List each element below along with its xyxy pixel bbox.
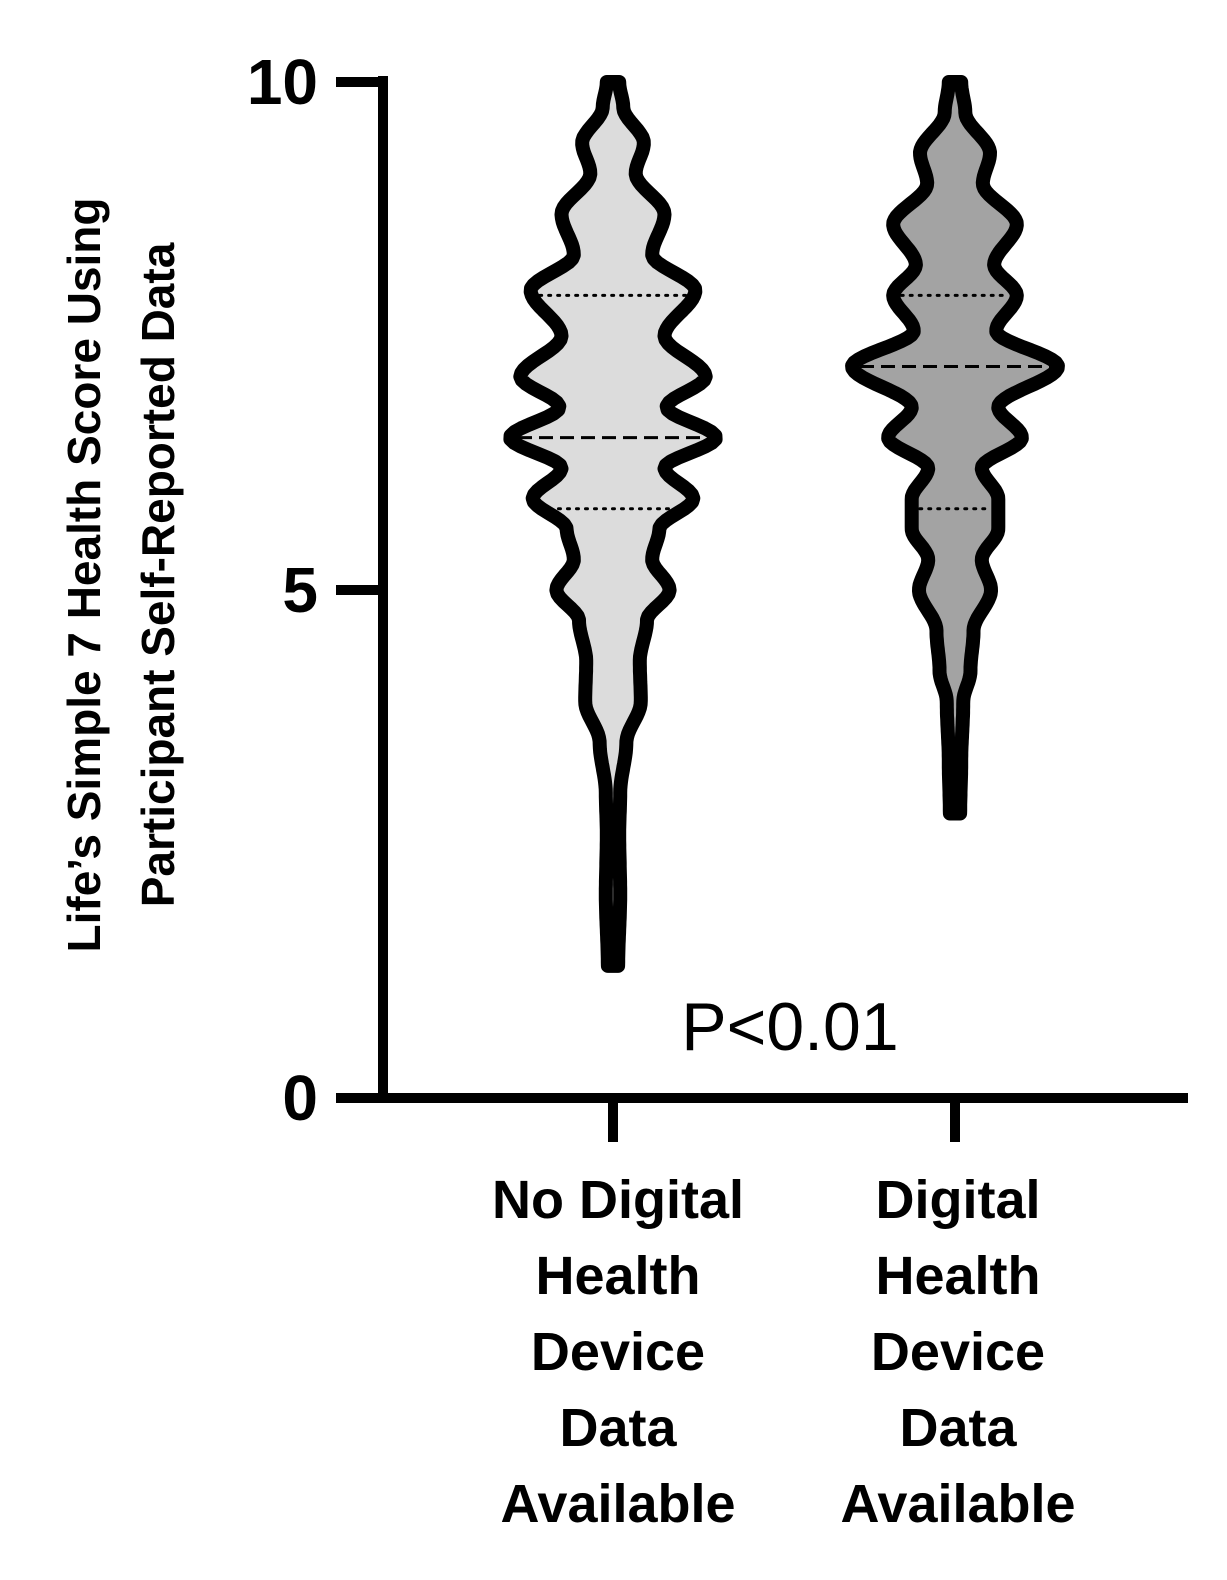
- y-tick-label-0: 0: [282, 1062, 318, 1134]
- y-tick-label-10: 10: [247, 46, 318, 118]
- category-label-2-line-4: Data: [899, 1398, 1017, 1458]
- category-label-2-line-5: Available: [840, 1474, 1075, 1534]
- category-label-2-line-3: Device: [871, 1322, 1045, 1382]
- category-labels-group: No DigitalHealthDeviceDataAvailableDigit…: [492, 1170, 1076, 1534]
- category-label-2: Digital Health Device Data Available: [840, 1170, 1075, 1534]
- category-label-1-line-1: No Digital: [492, 1170, 744, 1230]
- violin-2: [845, 75, 1065, 821]
- violin-body-2: [845, 75, 1065, 821]
- y-axis-title-line-2: Participant Self-Reported Data: [132, 242, 184, 907]
- y-axis-title-line-1: Life’s Simple 7 Health Score Using: [58, 198, 110, 953]
- violin-body-1: [503, 75, 723, 973]
- p-value-annotation: P<0.01: [681, 989, 898, 1065]
- x-ticks-group: [608, 1098, 960, 1142]
- category-label-1-line-4: Data: [559, 1398, 677, 1458]
- y-ticks-group: 0 5 10: [247, 46, 383, 1134]
- violin-1: [503, 75, 723, 973]
- category-label-2-line-2: Health: [875, 1246, 1040, 1306]
- category-label-1-line-3: Device: [531, 1322, 705, 1382]
- category-label-1-line-5: Available: [500, 1474, 735, 1534]
- category-label-1: No Digital Health Device Data Available: [492, 1170, 744, 1534]
- category-label-2-line-1: Digital: [875, 1170, 1040, 1230]
- category-label-1-line-2: Health: [535, 1246, 700, 1306]
- violins-group: [503, 75, 1065, 973]
- y-axis-title: Life’s Simple 7 Health Score Using Parti…: [58, 198, 184, 953]
- y-tick-label-5: 5: [282, 554, 318, 626]
